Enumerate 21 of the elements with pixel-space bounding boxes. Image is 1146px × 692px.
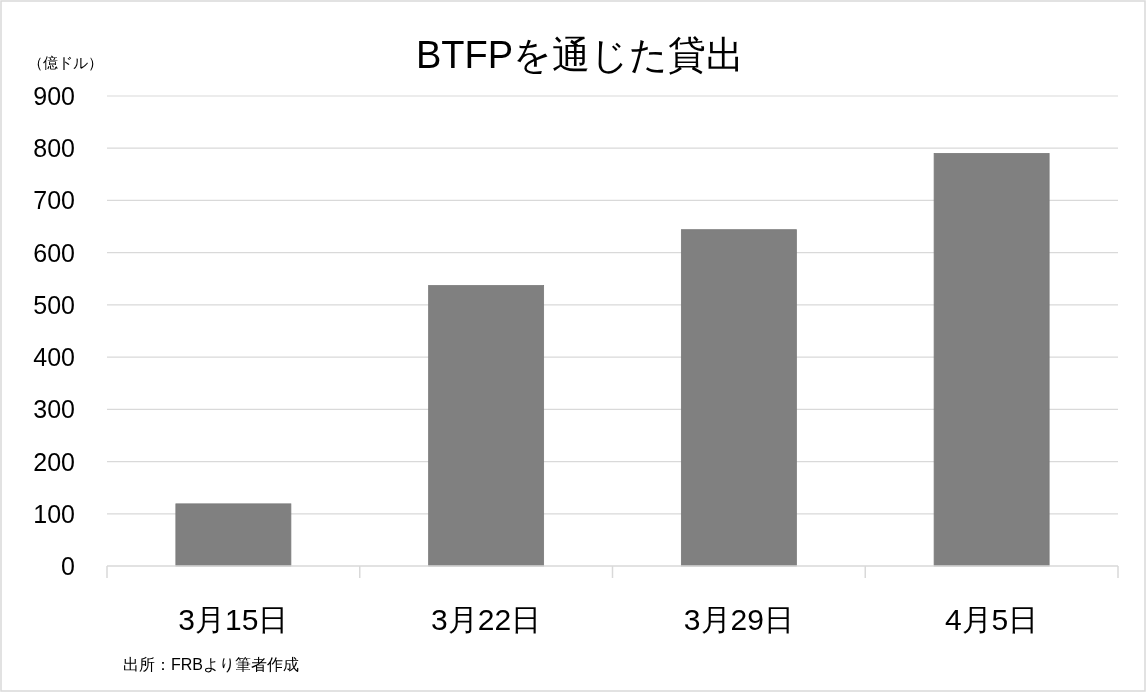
- x-tick-label: 3月29日: [683, 603, 794, 636]
- text: 出所：FRBより筆者作成: [123, 656, 299, 673]
- x-tick-label: 3月22日: [431, 603, 542, 636]
- y-tick-label: 100: [33, 499, 75, 528]
- y-tick-label: 700: [33, 186, 75, 215]
- y-axis-title: （億ドル）: [28, 54, 103, 71]
- y-tick-label: 200: [33, 447, 75, 476]
- bar: [175, 503, 292, 567]
- y-tick-label: 300: [33, 395, 75, 424]
- bar: [933, 153, 1050, 567]
- x-tick-label: 4月5日: [944, 603, 1039, 636]
- y-tick-label: 900: [33, 82, 75, 110]
- y-tick-label: 0: [61, 552, 75, 580]
- y-tick-label: 400: [33, 343, 75, 372]
- y-tick-label: 600: [33, 238, 75, 267]
- bar: [428, 285, 545, 567]
- chart-title: BTFPを通じた貸出: [415, 34, 745, 76]
- bar: [680, 229, 797, 567]
- x-tick-label: 3月15日: [178, 603, 289, 636]
- y-tick-label: 800: [33, 134, 75, 163]
- y-tick-label: 500: [33, 290, 75, 319]
